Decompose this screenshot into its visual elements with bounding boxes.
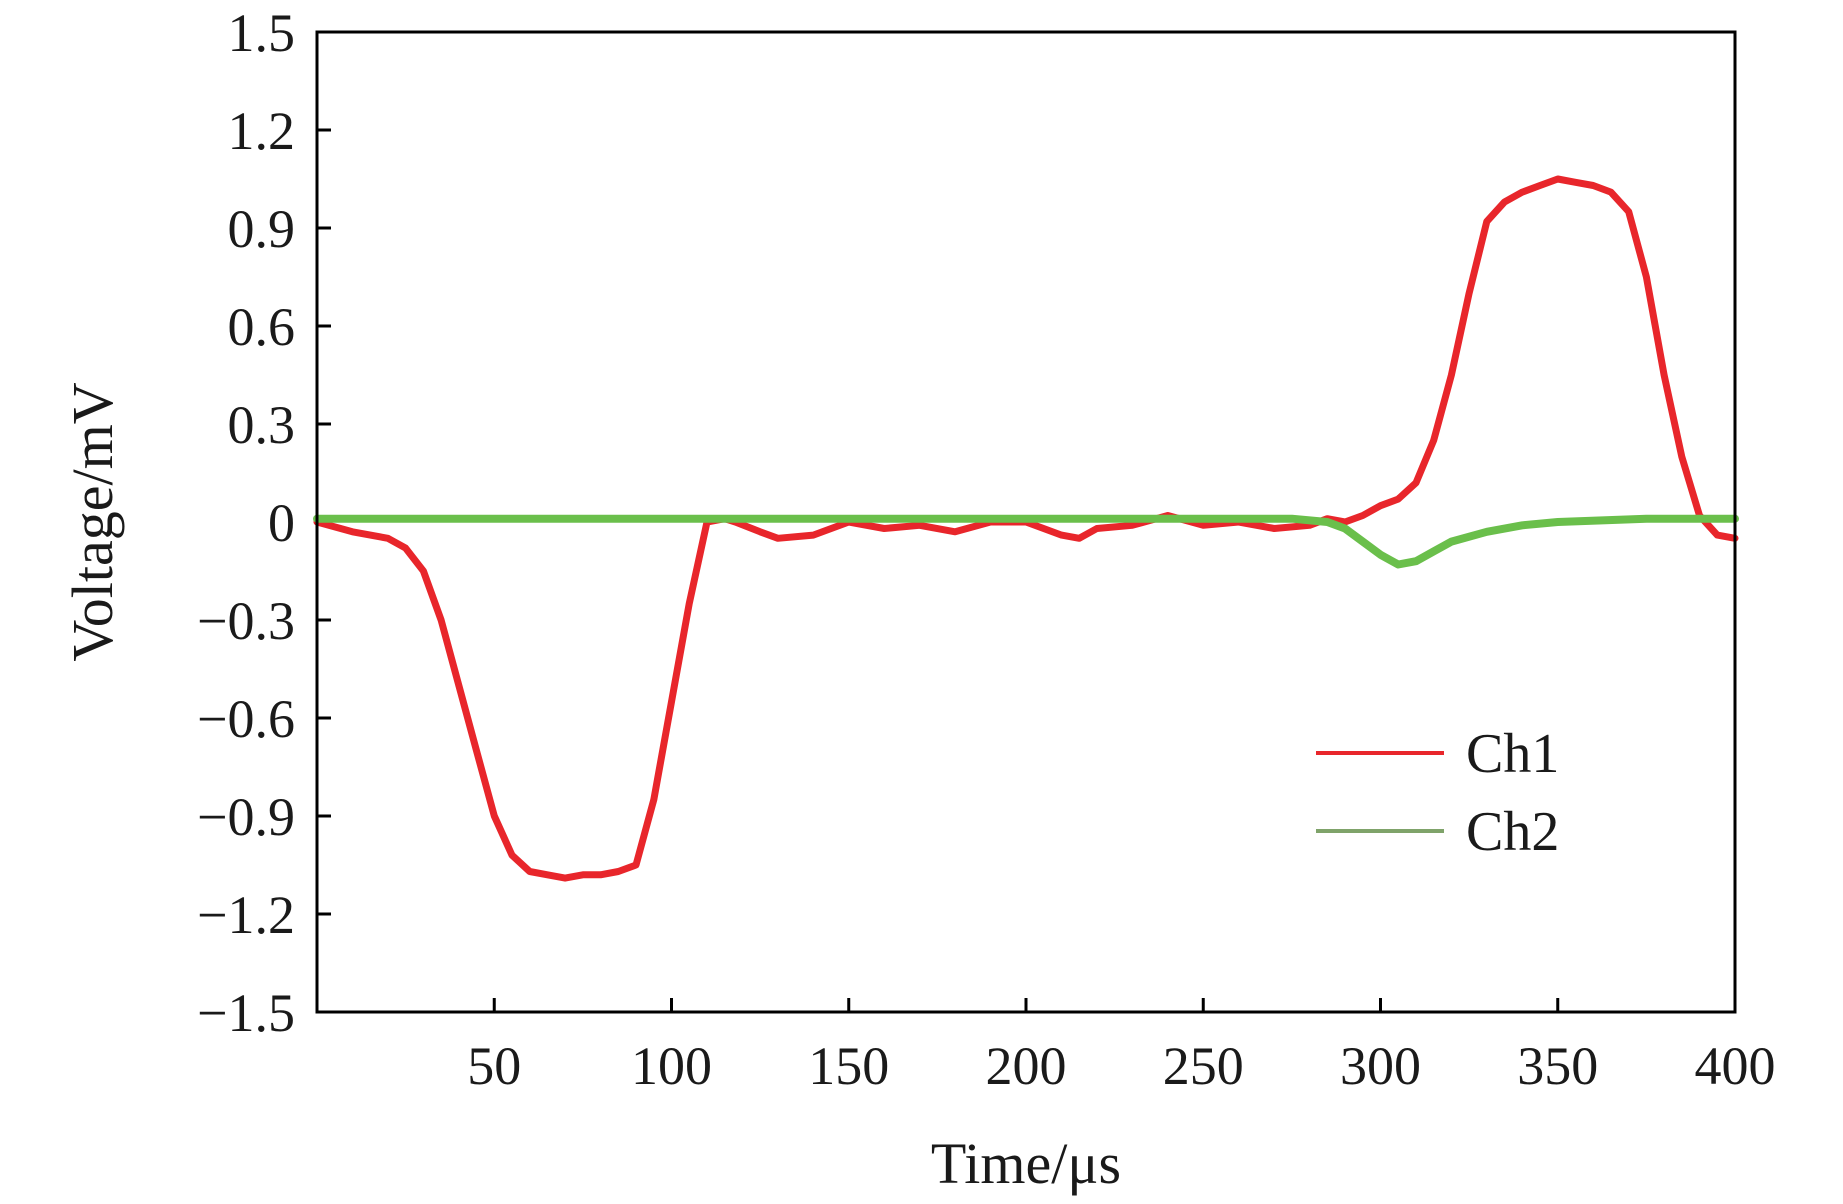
y-tick-label: −0.6	[197, 689, 295, 749]
y-tick-label: 0.6	[228, 297, 296, 357]
x-tick-label: 400	[1695, 1036, 1776, 1096]
y-tick-label: 1.2	[228, 101, 296, 161]
series-line-ch2	[313, 514, 1739, 569]
y-tick-label: 0	[268, 493, 295, 553]
series-line-ch1	[313, 175, 1739, 882]
x-tick-label: 100	[631, 1036, 712, 1096]
x-tick-label: 350	[1517, 1036, 1598, 1096]
x-tick-label: 300	[1340, 1036, 1421, 1096]
x-tick-label: 250	[1163, 1036, 1244, 1096]
y-tick-label: −1.5	[197, 983, 295, 1043]
y-tick-label: 1.5	[228, 3, 296, 63]
x-tick-label: 150	[808, 1036, 889, 1096]
y-tick-label: 0.9	[228, 199, 296, 259]
ticks-layer: 50 100 150 200 250 300 350 400 1.5 1.2 0.9 0.6 0.3 0 −…	[197, 3, 1775, 1096]
plot-frame	[315, 30, 1737, 1014]
y-tick-label: −0.3	[197, 591, 295, 651]
y-tick-label: −0.9	[197, 787, 295, 847]
series-layer	[313, 175, 1739, 882]
y-tick-label: 0.3	[228, 395, 296, 455]
legend-label-ch2: Ch2	[1466, 801, 1559, 863]
x-tick-label: 200	[986, 1036, 1067, 1096]
y-axis-title: Voltage/mV	[60, 382, 125, 661]
x-axis-title: Time/μs	[931, 1131, 1121, 1196]
legend-label-ch1: Ch1	[1466, 723, 1559, 785]
y-tick-label: −1.2	[197, 885, 295, 945]
x-tick-label: 50	[467, 1036, 521, 1096]
